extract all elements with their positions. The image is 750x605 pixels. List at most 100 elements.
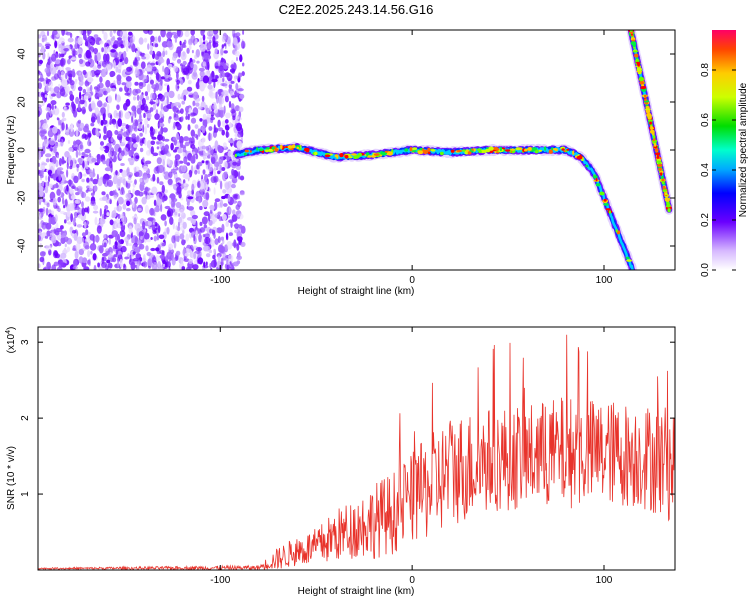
noise-speckle (93, 185, 98, 192)
noise-speckle (77, 214, 83, 219)
noise-speckle (131, 43, 136, 53)
noise-speckle (202, 113, 207, 120)
spectrogram-ylabel: Frequency (Hz) (6, 116, 17, 185)
noise-speckle (117, 130, 124, 137)
noise-speckle (42, 206, 46, 214)
noise-speckle (148, 191, 151, 197)
noise-speckle (225, 112, 231, 119)
noise-speckle (208, 132, 211, 142)
noise-speckle (149, 101, 156, 105)
noise-speckle (75, 243, 81, 251)
x-tick-label: 0 (409, 575, 415, 586)
noise-speckle (42, 198, 46, 203)
noise-speckle (217, 236, 221, 243)
main-track-peak (264, 149, 269, 153)
noise-speckle (215, 65, 220, 69)
noise-speckle (152, 211, 156, 217)
noise-speckle (45, 45, 50, 50)
noise-speckle (138, 37, 144, 45)
noise-speckle (218, 66, 225, 74)
noise-speckle (56, 188, 61, 196)
main-track-peak (603, 198, 607, 202)
noise-speckle (38, 34, 42, 39)
noise-speckle (129, 141, 133, 149)
noise-speckle (82, 109, 86, 114)
noise-speckle (159, 111, 163, 118)
noise-speckle (121, 61, 125, 66)
noise-speckle (129, 161, 134, 166)
main-track-peak (305, 149, 310, 153)
snr-multiplier-exp: 4 (5, 330, 12, 334)
noise-speckle (120, 128, 124, 132)
noise-speckle (87, 38, 93, 43)
noise-speckle (126, 66, 133, 72)
main-track-peak (387, 151, 393, 156)
noise-speckle (166, 40, 173, 48)
noise-speckle (119, 58, 123, 63)
noise-speckle (203, 52, 210, 60)
noise-speckle (107, 95, 113, 104)
noise-speckle (154, 113, 160, 120)
noise-speckle (129, 126, 132, 135)
noise-speckle (58, 47, 62, 52)
noise-speckle (204, 233, 210, 239)
noise-speckle (155, 99, 159, 104)
noise-speckle (103, 102, 108, 108)
noise-speckle (173, 121, 176, 129)
noise-speckle (103, 90, 108, 96)
noise-speckle (157, 267, 163, 270)
noise-speckle (77, 86, 83, 92)
noise-speckle (175, 225, 178, 231)
noise-speckle (75, 149, 79, 158)
noise-speckle (52, 126, 58, 134)
noise-speckle (183, 94, 187, 101)
noise-speckle (80, 74, 85, 82)
noise-speckle (170, 249, 175, 254)
noise-speckle (133, 143, 138, 148)
upper-track-peak (651, 131, 655, 136)
upper-track-peak (656, 160, 662, 163)
noise-speckle (197, 170, 200, 175)
noise-speckle (153, 166, 159, 174)
noise-speckle (38, 104, 42, 109)
noise-speckle (164, 255, 169, 262)
noise-speckle (105, 79, 111, 88)
noise-speckle (174, 102, 181, 106)
noise-speckle (125, 80, 132, 88)
noise-speckle (61, 122, 65, 131)
noise-speckle (46, 261, 51, 270)
noise-speckle (160, 203, 163, 213)
noise-speckle (212, 230, 214, 236)
noise-speckle (213, 175, 219, 183)
noise-speckle (51, 264, 57, 270)
noise-speckle (134, 179, 137, 185)
noise-speckle (114, 219, 121, 224)
noise-speckle (104, 66, 108, 72)
noise-speckle (70, 123, 74, 132)
noise-speckle (176, 58, 182, 64)
noise-speckle (88, 258, 91, 267)
noise-speckle (133, 166, 140, 172)
snr-ticks: -100 0 100 1 2 3 (20, 327, 675, 586)
noise-speckle (152, 229, 157, 235)
noise-speckle (167, 153, 172, 157)
noise-speckle (62, 232, 67, 236)
noise-speckle (121, 170, 128, 178)
noise-speckle (143, 30, 150, 34)
noise-speckle (186, 217, 194, 221)
noise-speckle (51, 109, 56, 115)
noise-speckle (45, 181, 49, 189)
noise-speckle (102, 119, 108, 125)
noise-speckle (96, 52, 101, 62)
noise-speckle (145, 245, 149, 252)
noise-speckle (220, 236, 224, 241)
noise-speckle (154, 36, 158, 42)
noise-speckle (153, 235, 157, 242)
noise-speckle (234, 50, 240, 57)
noise-speckle (54, 230, 60, 236)
noise-speckle (110, 114, 113, 120)
noise-speckle (51, 104, 54, 111)
noise-speckle (109, 70, 116, 77)
main-track-peak (480, 149, 485, 154)
noise-speckle (176, 225, 181, 232)
